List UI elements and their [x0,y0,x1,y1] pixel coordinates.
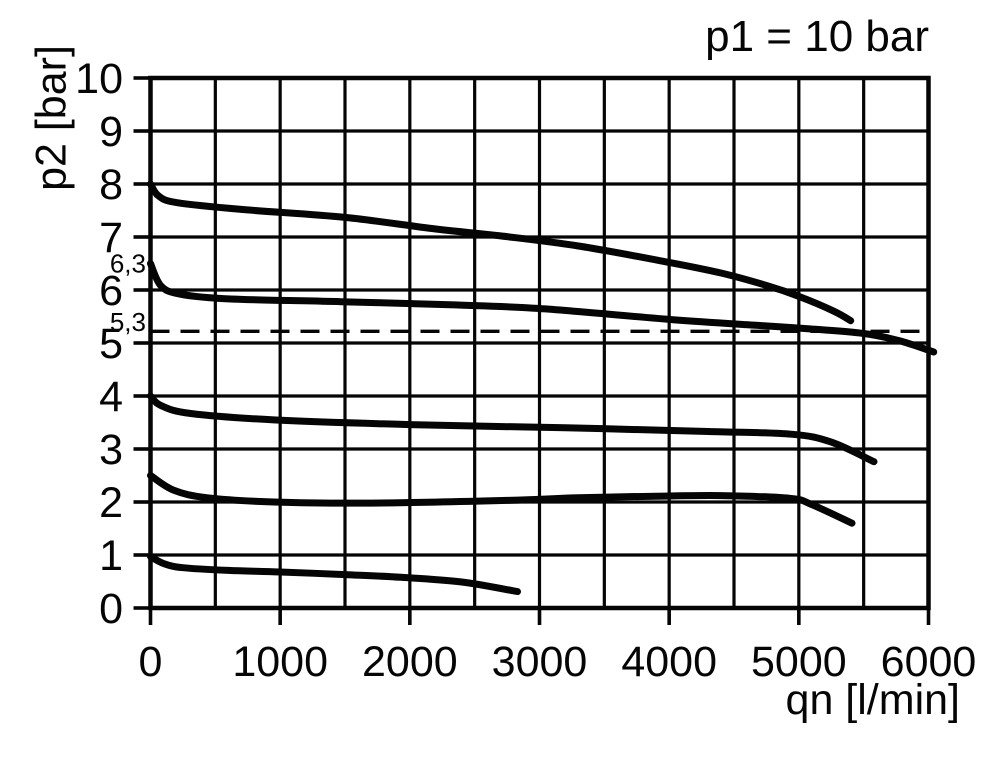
x-tick-label: 4000 [621,638,717,686]
y-tick-label: 2 [99,479,123,527]
x-tick-label: 5000 [751,638,847,686]
y-tick-label: 9 [99,108,123,156]
x-tick-label: 3000 [492,638,588,686]
plot-border [148,75,931,611]
y-tick-label: 8 [99,161,123,209]
x-tick-label: 2000 [362,638,458,686]
pressure-curves [147,180,938,596]
x-tick-label: 1000 [232,638,328,686]
y-tick-label: 1 [99,532,123,580]
y-tick-label: 10 [75,55,123,103]
curve-outlet-pressure-set-8-bar [147,180,855,325]
x-tick-label: 6000 [881,638,977,686]
curve-outlet-pressure-set-4-bar [147,392,878,466]
x-tick-label: 0 [139,638,163,686]
x-axis-label: qn [l/min] [785,676,960,724]
curve-outlet-pressure-set-6-3-bar [147,260,938,356]
y-tick-label: 6 [99,267,123,315]
curve-outlet-pressure-set-2-5-bar [147,472,856,527]
axis-ticks [133,76,931,625]
chart-title: p1 = 10 bar [705,12,929,61]
y-axis-label: p2 [bar] [27,45,76,191]
y-tick-label: 3 [99,426,123,474]
tick-labels: 0 1 2 3 4 5 6 7 8 9 10 0 1000 2000 3000 4000 5000 6000 6,3… [75,55,976,686]
y-tick-label: 0 [99,585,123,633]
curve-outlet-pressure-set-1-bar [147,553,521,596]
y-tick-label: 5 [99,320,123,368]
y-tick-label: 4 [99,373,123,421]
grid-lines [148,76,931,610]
y-tick-label: 7 [99,214,123,262]
secondary-y-label: 6,3 [110,249,146,279]
secondary-y-label: 5,3 [110,307,146,337]
